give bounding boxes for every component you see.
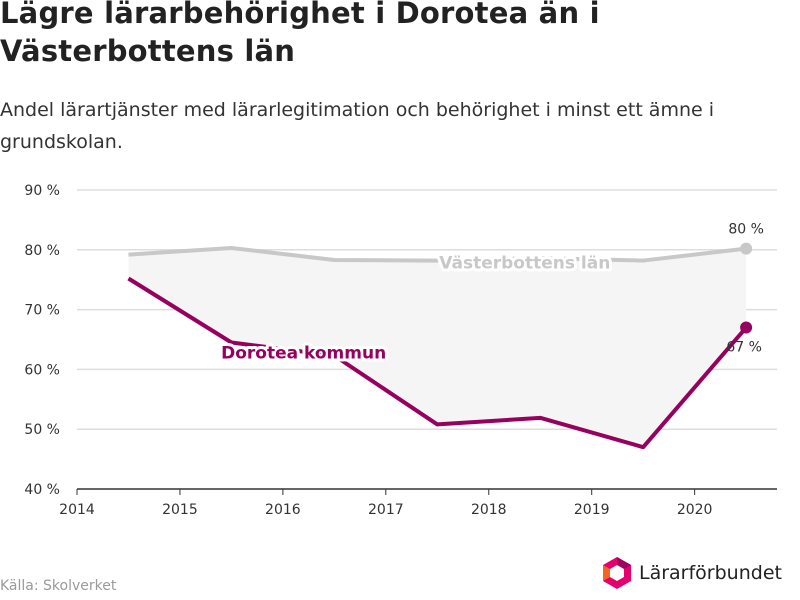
- lararforbundet-logo-icon: [603, 557, 631, 589]
- x-tick-label: 2018: [471, 502, 507, 518]
- brand-logo: Lärarförbundet: [601, 556, 782, 590]
- x-axis-ticks: 2014 2015 2016 2017 2018 2019 2020: [59, 489, 712, 518]
- end-point-vasterbotten: [740, 242, 753, 255]
- x-tick-label: 2019: [574, 502, 610, 518]
- chart-title: Lägre lärarbehörighet i Dorotea än i Väs…: [0, 0, 600, 68]
- y-tick-label: 60 %: [24, 362, 60, 378]
- x-tick-label: 2015: [162, 502, 198, 518]
- x-tick-label: 2017: [368, 502, 404, 518]
- end-points: [740, 242, 753, 334]
- brand-name: Lärarförbundet: [639, 562, 782, 584]
- end-label-dorotea: 67 %: [726, 340, 762, 356]
- y-tick-label: 90 %: [24, 183, 60, 199]
- y-axis-ticks: 40 % 50 % 60 % 70 % 80 % 90 %: [24, 183, 60, 498]
- y-tick-label: 80 %: [24, 243, 60, 259]
- chart-subtitle: Andel lärartjänster med lärarlegitimatio…: [0, 99, 715, 153]
- series-label-vasterbotten: Västerbottens län: [439, 254, 610, 274]
- end-label-vasterbotten: 80 %: [728, 222, 764, 238]
- area-between-series: [128, 248, 747, 448]
- y-tick-label: 70 %: [24, 303, 60, 319]
- x-tick-label: 2014: [59, 502, 95, 518]
- series-line-dorotea: [127, 276, 748, 450]
- series-lines: [127, 246, 748, 450]
- end-point-dorotea: [740, 321, 753, 334]
- y-tick-label: 40 %: [24, 482, 60, 498]
- series-line-vasterbotten: [128, 246, 747, 263]
- source-note: Källa: Skolverket: [0, 578, 117, 594]
- series-label-dorotea: Dorotea kommun: [221, 343, 386, 363]
- x-tick-label: 2020: [677, 502, 713, 518]
- y-tick-label: 50 %: [24, 422, 60, 438]
- x-tick-label: 2016: [265, 502, 301, 518]
